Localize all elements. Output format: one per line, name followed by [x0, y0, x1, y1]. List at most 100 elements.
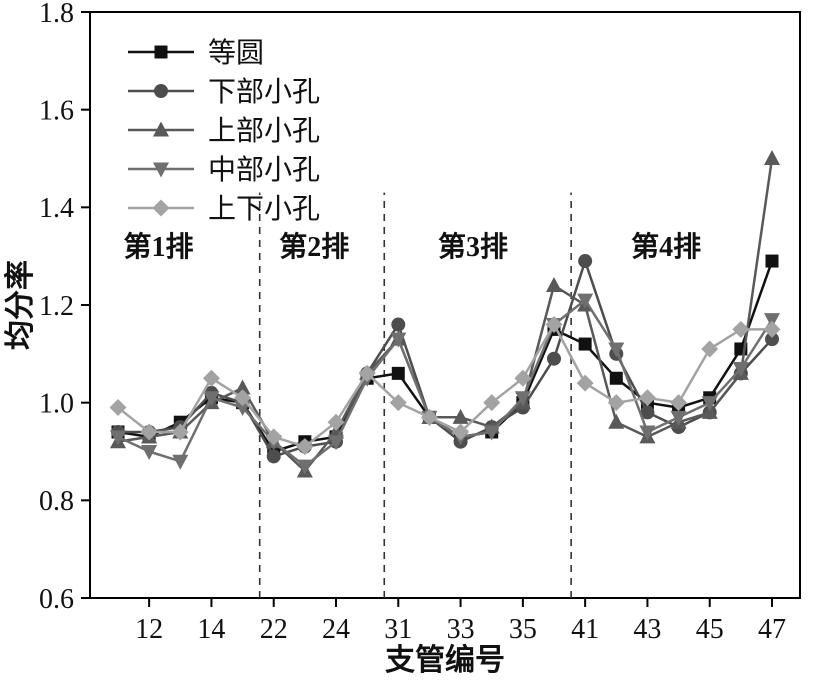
marker-triangle-up [452, 408, 469, 424]
legend-item: 上下小孔 [128, 194, 320, 225]
y-tick-label: 1.0 [39, 388, 74, 419]
y-axis-title: 均分率 [4, 260, 37, 350]
y-tick-label: 0.8 [39, 486, 74, 517]
marker-triangle-down [141, 445, 158, 460]
marker-diamond [670, 394, 688, 412]
series-4 [109, 316, 781, 456]
x-tick-label: 14 [197, 614, 225, 645]
y-tick-label: 0.6 [39, 584, 74, 615]
marker-triangle-up [546, 276, 562, 292]
marker-triangle-up [608, 413, 625, 429]
marker-triangle-down [296, 459, 313, 475]
marker-circle [154, 84, 168, 98]
marker-diamond [389, 394, 407, 412]
x-tick-label: 12 [135, 614, 163, 645]
legend-label: 中部小孔 [208, 154, 320, 186]
marker-triangle-up [764, 150, 780, 165]
marker-diamond [514, 369, 532, 387]
series-line [117, 323, 772, 448]
marker-diamond [701, 340, 719, 358]
x-tick-label: 33 [447, 614, 475, 645]
x-tick-label: 24 [322, 614, 350, 645]
marker-diamond [327, 413, 345, 431]
marker-circle [578, 254, 593, 269]
row-labels: 第1排 第2排 第3排 第4排 [123, 230, 701, 263]
marker-triangle-down [153, 162, 169, 178]
marker-circle [547, 351, 561, 366]
row-dividers [258, 192, 572, 598]
marker-circle [640, 405, 655, 420]
row-label: 第1排 [123, 230, 193, 263]
marker-diamond [607, 394, 625, 412]
legend-label: 上部小孔 [208, 115, 320, 147]
marker-triangle-down [172, 454, 189, 470]
marker-diamond [109, 399, 127, 417]
y-axis: 0.6 0.8 1.0 1.2 1.4 1.6 1.8 [39, 0, 90, 615]
marker-triangle-down [670, 410, 687, 426]
legend-item: 中部小孔 [128, 154, 320, 186]
series-line [118, 259, 773, 458]
marker-diamond [140, 423, 158, 441]
marker-triangle-down [639, 425, 656, 441]
x-tick-label: 41 [571, 614, 599, 645]
x-axis: 12 14 22 24 31 33 35 41 43 45 47 [135, 598, 786, 645]
marker-diamond [483, 394, 501, 412]
marker-diamond [732, 320, 750, 338]
y-tick-label: 1.6 [39, 95, 74, 126]
x-tick-label: 45 [696, 614, 724, 645]
marker-triangle-up [701, 403, 718, 419]
marker-triangle-down [203, 391, 220, 407]
legend-item: 上部小孔 [128, 115, 320, 147]
marker-diamond [358, 364, 376, 382]
marker-triangle-down [390, 332, 407, 348]
marker-triangle-down [514, 391, 531, 407]
marker-circle [266, 449, 281, 464]
x-tick-label: 47 [758, 614, 786, 645]
marker-square [609, 371, 623, 385]
marker-triangle-up [234, 379, 251, 395]
marker-diamond [638, 389, 656, 407]
marker-diamond [420, 408, 438, 426]
marker-triangle-down [110, 430, 126, 446]
series-line [117, 298, 774, 468]
series-line [117, 158, 774, 473]
marker-diamond [545, 316, 563, 334]
x-tick-label: 31 [384, 614, 412, 645]
legend-item: 下部小孔 [128, 76, 320, 108]
x-tick-label: 43 [633, 614, 661, 645]
marker-triangle-down [328, 435, 344, 451]
marker-triangle-down [483, 425, 500, 441]
marker-square [154, 45, 168, 59]
marker-diamond [152, 199, 170, 217]
legend-label: 等圆 [208, 37, 264, 69]
marker-diamond [452, 423, 470, 441]
marker-diamond [763, 320, 781, 338]
marker-diamond [171, 423, 189, 441]
marker-triangle-down [701, 396, 718, 412]
marker-diamond [202, 369, 220, 387]
x-tick-label: 22 [260, 614, 288, 645]
x-axis-title: 支管编号 [385, 643, 505, 677]
marker-square [391, 366, 405, 380]
legend-item: 等圆 [128, 37, 264, 69]
marker-diamond [576, 374, 594, 392]
marker-circle [765, 332, 779, 347]
marker-triangle-down [764, 313, 780, 329]
marker-square [578, 337, 592, 351]
marker-diamond [296, 438, 314, 456]
row-label: 第2排 [279, 230, 349, 263]
marker-triangle-up [153, 121, 169, 137]
marker-triangle-down [608, 342, 625, 358]
series-1 [111, 254, 779, 464]
row-label: 第3排 [438, 230, 508, 263]
legend-label: 下部小孔 [208, 76, 320, 108]
marker-square [765, 254, 779, 268]
marker-diamond [234, 389, 252, 407]
plot-frame [89, 11, 801, 599]
y-tick-label: 1.8 [39, 0, 74, 29]
y-tick-label: 1.4 [39, 193, 74, 224]
marker-triangle-down [732, 361, 749, 377]
